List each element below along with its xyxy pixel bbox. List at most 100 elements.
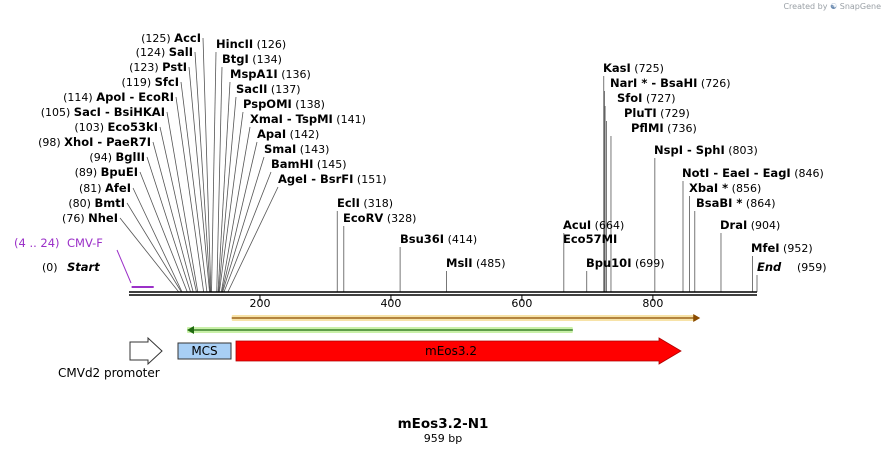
site-enzyme: BmtI	[94, 196, 125, 210]
site-position: (123)	[129, 61, 162, 74]
meos-feature-arrow	[235, 337, 682, 365]
site-enzyme: MslI	[446, 256, 473, 270]
site-position: (103)	[74, 121, 107, 134]
site-label-sfci-119: (119) SfcI	[122, 75, 179, 89]
site-position: (485)	[473, 257, 506, 270]
site-noti-846: NotI - EaeI - EagI (846)	[682, 166, 824, 180]
site-label-kasi-725: KasI (725)	[603, 61, 664, 75]
site-position: (328)	[383, 212, 416, 225]
site-apai-142: ApaI (142)	[257, 127, 319, 141]
site-sacii-137: SacII (137)	[236, 82, 301, 96]
site-position: (856)	[728, 182, 761, 195]
site-psti-123: (123) PstI	[129, 60, 187, 74]
site-enzyme-alt: SphI	[696, 143, 725, 157]
site-label-saci-105: (105) SacI - BsiHKAI	[41, 105, 165, 119]
ruler-label-400: 400	[380, 297, 401, 310]
site-msli-485: MslI (485)	[446, 256, 506, 270]
site-enzyme: AccI	[174, 31, 201, 45]
site-label-sacii-137: SacII (137)	[236, 82, 301, 96]
site-labels: (76) NheI(80) BmtI(81) AfeI (89) BpuEI(94…	[14, 31, 827, 288]
site-label-eco57mi-664: Eco57MI	[563, 232, 617, 246]
site-enzyme: BamHI	[271, 157, 313, 171]
connector-agei-151	[227, 186, 279, 293]
site-label-bpuei-89: (89) BpuEI	[75, 165, 138, 179]
connector-hincii-126	[211, 51, 217, 293]
site-enzyme: PspOMI	[243, 97, 292, 111]
site-label-nari-726: NarI * - BsaHI (726)	[610, 76, 731, 90]
site-separator: -	[647, 76, 660, 90]
site-position: (76)	[62, 212, 88, 225]
site-enzyme-alt: TspMI	[296, 112, 333, 126]
site-label-smai-143: SmaI (143)	[264, 142, 329, 156]
site-label-sali-124: (124) SalI	[136, 45, 193, 59]
site-separator: -	[307, 172, 320, 186]
site-enzyme-alt: BsaHI	[660, 76, 697, 90]
site-label-xbai-856: XbaI * (856)	[689, 181, 761, 195]
site-enzyme: NspI	[654, 143, 683, 157]
site-position: (318)	[360, 197, 393, 210]
site-enzyme-alt: BsiHKAI	[114, 105, 165, 119]
site-enzyme-alt: BsrFI	[320, 172, 353, 186]
site-position: (736)	[664, 122, 697, 135]
site-position: (143)	[296, 143, 329, 156]
site-xhoi-98: (98) XhoI - PaeR7I	[38, 135, 151, 149]
site-bmti-80: (80) BmtI	[68, 196, 125, 210]
site-enzyme: Bpu10I	[586, 256, 631, 270]
site-label-noti-846: NotI - EaeI - EagI (846)	[682, 166, 824, 180]
connector-psti-123	[188, 66, 210, 293]
mcs-label: MCS	[191, 344, 217, 358]
site-label-bmti-80: (80) BmtI	[68, 196, 125, 210]
site-label-mfei-952: MfeI (952)	[751, 241, 813, 255]
connector-sfci-119	[180, 81, 208, 293]
site-enzyme: BtgI	[222, 52, 249, 66]
site-separator: -	[709, 166, 722, 180]
connector-afei-81	[132, 187, 183, 293]
site-position: (729)	[657, 107, 690, 120]
site-label-pluti-729: PluTI (729)	[624, 106, 690, 120]
watermark-prefix: Created by	[783, 2, 828, 11]
site-hincii-126: HincII (126)	[216, 37, 286, 51]
site-label-nhei-76: (76) NheI	[62, 211, 118, 225]
orf-reverse-arrowhead	[187, 326, 194, 334]
site-position: (664)	[591, 219, 624, 232]
site-position: (727)	[642, 92, 675, 105]
connector-sali-124	[194, 51, 211, 293]
site-enzyme: EclI	[337, 196, 360, 210]
site-label-pspomi-138: PspOMI (138)	[243, 97, 325, 111]
site-label-eco53ki-103: (103) Eco53kI	[74, 120, 158, 134]
site-separator: -	[283, 112, 296, 126]
site-label-xmai-141: XmaI - TspMI (141)	[250, 112, 366, 126]
site-separator: -	[683, 143, 696, 157]
plasmid-length: 959 bp	[424, 432, 462, 445]
site-position: (904)	[747, 219, 780, 232]
mcs-feature	[177, 342, 232, 360]
cmv-promoter-arrow	[129, 336, 163, 366]
site-bpu10i-699: Bpu10I (699)	[586, 256, 665, 270]
primer-name: CMV-F	[67, 236, 103, 250]
site-label-btgi-134: BtgI (134)	[222, 52, 282, 66]
site-position: (94)	[89, 151, 115, 164]
site-enzyme: SfoI	[617, 91, 642, 105]
watermark: Created by ☯ SnapGene	[783, 2, 881, 11]
site-position: (126)	[253, 38, 286, 51]
site-enzyme: AgeI	[278, 172, 307, 186]
site-enzyme: SalI	[169, 45, 193, 59]
site-enzyme: XbaI *	[689, 181, 728, 195]
site-mfei-952: MfeI (952)	[751, 241, 813, 255]
site-xmai-141: XmaI - TspMI (141)	[250, 112, 366, 126]
site-apoi-114: (114) ApoI - EcoRI	[63, 90, 174, 104]
site-eco53ki-103: (103) Eco53kI	[74, 120, 158, 134]
site-ecorv-328: EcoRV (328)	[343, 211, 416, 225]
site-position: (134)	[249, 53, 282, 66]
site-position: (138)	[292, 98, 325, 111]
connector-saci-105	[166, 111, 199, 293]
connector-nhei-76	[119, 217, 180, 293]
site-enzyme: PluTI	[624, 106, 657, 120]
ruler-label-600: 600	[511, 297, 532, 310]
site-label-mspa1i-136: MspA1I (136)	[230, 67, 311, 81]
site-position: (846)	[791, 167, 824, 180]
connector-pspomi-138	[218, 111, 244, 293]
site-saci-105: (105) SacI - BsiHKAI	[41, 105, 165, 119]
site-label-bsu36i-414: Bsu36I (414)	[400, 232, 477, 246]
site-agei-151: AgeI - BsrFI (151)	[278, 172, 387, 186]
